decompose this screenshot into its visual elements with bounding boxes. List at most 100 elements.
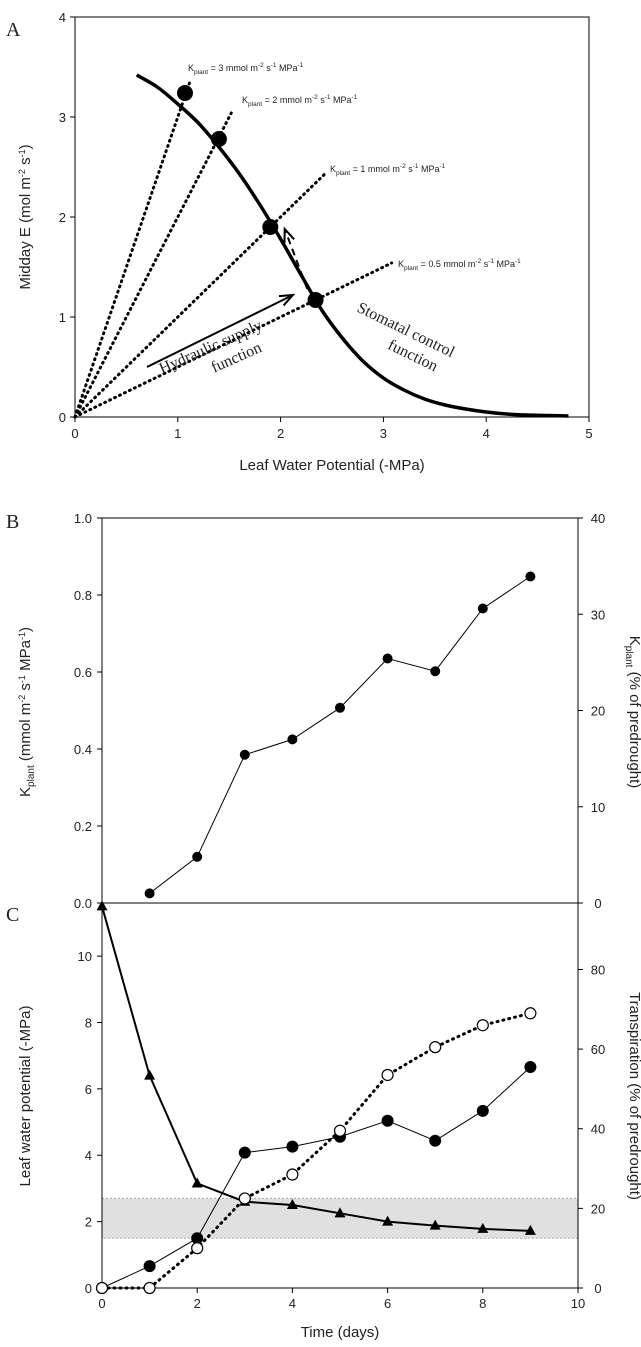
transpiration-open-point [95, 1281, 109, 1295]
transpiration-filled-point [476, 1104, 489, 1117]
intersection-point [210, 131, 227, 147]
x-tick-label: 1 [174, 426, 181, 441]
right-y-tick-label: 40 [591, 1122, 605, 1137]
hydraulic-supply-annotation: Hydraulic supply function [157, 317, 265, 378]
kplant-point [239, 749, 250, 760]
right-y-tick-label: 20 [591, 1201, 605, 1216]
kplant-point [525, 571, 536, 582]
optimal-range-band [101, 1197, 579, 1239]
left-y-tick-label: 10 [78, 949, 92, 964]
dashed-arrow-head [283, 226, 295, 244]
transpiration-open-point [333, 1124, 347, 1137]
x-tick-label: 6 [384, 1296, 391, 1311]
panel-b-right-y-label: Kplant (% of predrought) [623, 636, 641, 789]
leaf-water-potential-point [191, 1177, 203, 1188]
kplant-series-points [144, 571, 536, 899]
left-y-tick-label: 0.6 [74, 665, 92, 680]
panel-a-arrows [146, 226, 309, 368]
x-tick-label: 5 [585, 426, 592, 441]
left-y-tick-label: 0.8 [74, 588, 92, 603]
transpiration-filled-line [101, 1066, 531, 1289]
leaf-water-potential-line [101, 906, 531, 1232]
kplant-point [382, 653, 393, 664]
y-tick-label: 2 [59, 210, 66, 225]
left-y-tick-label: 6 [85, 1082, 92, 1097]
stomatal-control-curve [135, 73, 569, 418]
x-tick-label: 2 [194, 1296, 201, 1311]
x-tick-label: 4 [483, 426, 490, 441]
leaf-water-potential-point [477, 1222, 489, 1233]
panel-c-left-y-label: Leaf water potential (-MPa) [17, 1006, 34, 1187]
intersection-point [262, 219, 279, 235]
panel-a: 0 1 2 3 4 5 0 1 2 3 4 Kplant = 3 mmol m-2 s-1 MPa-… [17, 10, 593, 474]
y-tick-label: 4 [59, 10, 66, 25]
x-tick-label: 0 [71, 426, 78, 441]
left-y-tick-label: 0.0 [74, 896, 92, 911]
transpiration-filled-point [286, 1140, 299, 1153]
right-y-tick-label: 20 [591, 704, 605, 719]
transpiration-filled-point [381, 1114, 394, 1127]
leaf-water-potential-point [144, 1069, 156, 1080]
left-y-tick-label: 0 [85, 1281, 92, 1296]
y-tick-label: 0 [59, 410, 66, 425]
left-y-tick-label: 4 [85, 1148, 92, 1163]
transpiration-open-point [381, 1068, 394, 1082]
transpiration-filled-point [524, 1061, 537, 1074]
left-y-tick-label: 8 [85, 1015, 92, 1030]
kplant-point [192, 851, 203, 862]
leaf-water-potential-point [382, 1215, 394, 1226]
transpiration-filled-point [191, 1232, 204, 1245]
kplant-series-line [149, 576, 531, 894]
right-y-tick-label: 30 [591, 607, 605, 622]
supply-line-k2 [73, 111, 233, 419]
x-tick-label: 4 [289, 1296, 296, 1311]
panel-c-ticks: 0 2 4 6 8 10 0 2 4 6 8 10 0 20 40 60 80 [78, 949, 606, 1311]
panel-b-ticks: 0.0 0.2 0.4 0.6 0.8 1.0 0 10 20 30 40 [74, 511, 605, 911]
transpiration-open-line [100, 1011, 532, 1290]
transpiration-open-point [238, 1192, 251, 1205]
transpiration-open-point [143, 1281, 156, 1295]
y-tick-label: 3 [59, 110, 66, 125]
stomatal-control-annotation: Stomatal control function [354, 299, 457, 375]
panel-c: 0 2 4 6 8 10 0 2 4 6 8 10 0 20 40 60 80 Time (days) Leaf… [17, 900, 641, 1341]
transpiration-open-point [524, 1007, 537, 1020]
leaf-water-potential-point [429, 1219, 441, 1230]
transpiration-open-point [476, 1019, 489, 1032]
panel-b-left-y-label: Kplant (mmol m-2 s-1 MPa-1) [17, 627, 37, 797]
panel-c-series [95, 900, 537, 1295]
right-y-tick-label: 0 [594, 1281, 601, 1296]
panel-a-ticks: 0 1 2 3 4 5 0 1 2 3 4 [59, 10, 593, 441]
right-y-tick-label: 60 [591, 1042, 605, 1057]
x-tick-label: 2 [277, 426, 284, 441]
kplant-1-label: Kplant = 1 mmol m-2 s-1 MPa-1 [330, 163, 446, 177]
dashed-arrow-shaft [283, 228, 309, 290]
kplant-point [335, 702, 345, 713]
right-y-tick-label: 0 [594, 896, 601, 911]
x-tick-label: 10 [571, 1296, 585, 1311]
panel-b: 0.0 0.2 0.4 0.6 0.8 1.0 0 10 20 30 40 Kplant (mmol… [17, 511, 641, 911]
panel-a-intersection-points [176, 85, 324, 308]
left-y-tick-label: 2 [85, 1215, 92, 1230]
kplant-2-label: Kplant = 2 mmol m-2 s-1 MPa-1 [242, 94, 358, 108]
supply-arrow-shaft [146, 294, 294, 368]
supply-line-k1 [73, 172, 327, 419]
panel-a-supply-lines [73, 79, 394, 419]
intersection-point [176, 85, 193, 101]
kplant-point [477, 603, 488, 614]
panel-a-y-label: Midday E (mol m-2 s-1) [17, 144, 34, 289]
leaf-water-potential-point [286, 1199, 298, 1210]
panel-letter-b: B [6, 511, 19, 533]
right-y-tick-label: 80 [591, 962, 605, 977]
transpiration-filled-point [143, 1260, 156, 1273]
kplant-point [287, 734, 298, 745]
leaf-water-potential-point [96, 900, 108, 911]
panel-letter-a: A [6, 19, 21, 41]
transpiration-open-point [429, 1041, 442, 1054]
kplant-3-label: Kplant = 3 mmol m-2 s-1 MPa-1 [188, 62, 304, 76]
intersection-point [307, 292, 324, 308]
supply-arrow-head [278, 293, 296, 307]
right-y-tick-label: 40 [591, 511, 605, 526]
kplant-point [144, 888, 155, 899]
left-y-tick-label: 0.4 [74, 742, 92, 757]
